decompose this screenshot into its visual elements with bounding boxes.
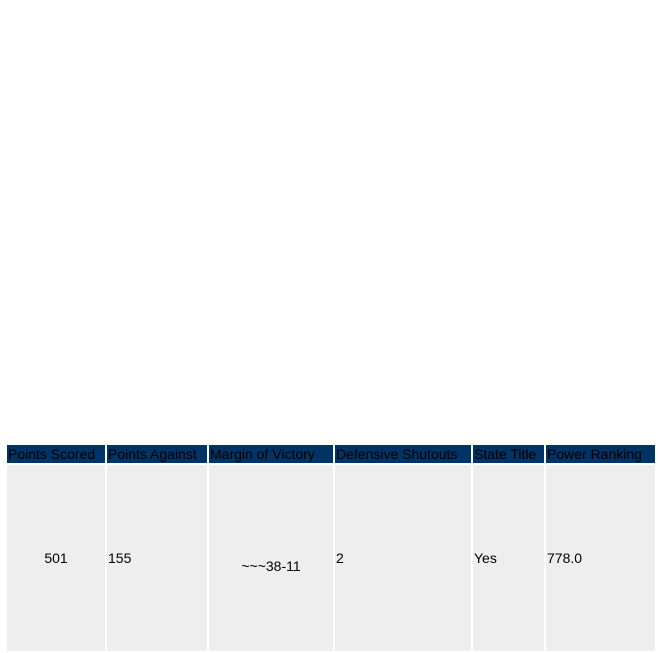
cell-points-against: 155 — [107, 465, 207, 651]
cell-power-ranking: 778.0 — [546, 465, 655, 651]
header-points-against: Points Against — [107, 445, 207, 463]
table-header-row: Points Scored Points Against Margin of V… — [7, 445, 655, 463]
header-points-scored: Points Scored — [7, 445, 105, 463]
table-row: 501 155 ~~~38-11 2 Yes 778.0 — [7, 465, 655, 651]
stats-table: Points Scored Points Against Margin of V… — [5, 443, 657, 653]
cell-state-title: Yes — [473, 465, 544, 651]
cell-points-scored: 501 — [7, 465, 105, 651]
header-margin-of-victory: Margin of Victory — [209, 445, 333, 463]
header-power-ranking: Power Ranking — [546, 445, 655, 463]
header-defensive-shutouts: Defensive Shutouts — [335, 445, 471, 463]
header-state-title: State Title — [473, 445, 544, 463]
cell-defensive-shutouts: 2 — [335, 465, 471, 651]
cell-margin-of-victory: ~~~38-11 — [209, 465, 333, 651]
